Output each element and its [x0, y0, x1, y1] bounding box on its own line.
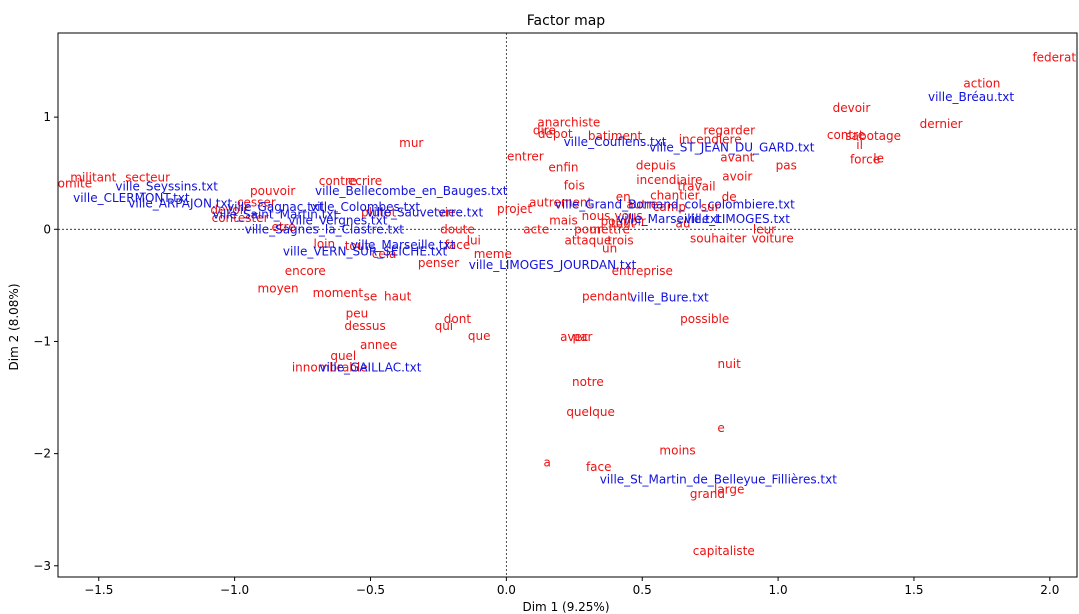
word-label: a — [543, 456, 550, 470]
plot-area: federationactiondevoirderniersabotagecon… — [51, 33, 1079, 577]
x-tick-label: 0.0 — [497, 583, 516, 597]
word-label: souhaiter — [690, 231, 747, 245]
plot-frame — [58, 33, 1077, 577]
word-label: que — [468, 329, 491, 343]
word-label: annee — [360, 338, 397, 352]
document-label: ville_GAILLAC.txt — [320, 360, 422, 374]
word-label: militant — [70, 171, 116, 185]
word-label: mur — [399, 136, 423, 150]
word-label: quelque — [566, 405, 615, 419]
word-label: projet — [497, 202, 532, 216]
y-axis-label: Dim 2 (8.08%) — [7, 283, 21, 370]
x-tick-label: −1.5 — [84, 583, 113, 597]
document-label: ville_LIMOGES_JOURDAN.txt — [469, 258, 637, 272]
y-tick-label: −1 — [33, 334, 51, 348]
word-label: avoir — [722, 170, 752, 184]
y-tick-label: 1 — [43, 110, 51, 124]
x-axis-label: Dim 1 (9.25%) — [522, 600, 609, 614]
word-label: fois — [564, 179, 585, 193]
word-label: par — [572, 330, 592, 344]
document-label: ville_Bellecombe_en_Bauges.txt — [315, 184, 508, 198]
document-label: ville_VERN_SUR_SEICHE.txt — [283, 245, 448, 259]
document-label: ville_Seyssins.txt — [115, 180, 218, 194]
word-label: qui — [435, 319, 454, 333]
word-label: moins — [659, 443, 695, 457]
word-label: pouvoir — [250, 184, 295, 198]
document-label: ville_LIMOGES.txt — [685, 212, 791, 226]
word-label: un — [602, 241, 617, 255]
word-label: e — [717, 421, 724, 435]
word-label: il — [856, 138, 863, 152]
chart-title: Factor map — [527, 13, 606, 29]
word-label: notre — [572, 375, 604, 389]
x-tick-label: 1.0 — [769, 583, 788, 597]
word-label: action — [963, 76, 1000, 90]
word-label: moment — [313, 286, 364, 300]
word-label: acte — [523, 222, 549, 236]
word-label: haut — [384, 290, 412, 304]
word-label: moyen — [258, 282, 299, 296]
word-label: dessus — [344, 319, 385, 333]
word-label: se — [364, 290, 378, 304]
document-label: ville_Grand_Bornand_col_colombiere.txt — [555, 198, 795, 212]
x-tick-label: 1.5 — [904, 583, 923, 597]
document-label: ville_St_Martin_de_Belleyue_Fillières.tx… — [600, 472, 838, 486]
word-label: depuis — [636, 158, 676, 172]
x-tick-label: 0.5 — [633, 583, 652, 597]
word-label: nuit — [718, 357, 742, 371]
document-series: ville_Bréau.txtville_Couflens.txtville_S… — [73, 90, 1014, 486]
word-label: force — [850, 153, 880, 167]
word-series: federationactiondevoirderniersabotagecon… — [51, 51, 1079, 559]
x-tick-label: −1.0 — [220, 583, 249, 597]
word-label: grand — [690, 487, 725, 501]
document-label: ville_ST_JEAN_DU_GARD.txt — [649, 140, 814, 154]
document-label: ville_Bréau.txt — [928, 90, 1014, 104]
word-label: federation — [1032, 51, 1079, 65]
y-tick-label: 0 — [43, 222, 51, 236]
word-label: encore — [285, 264, 326, 278]
word-label: possible — [680, 312, 729, 326]
word-label: capitaliste — [693, 544, 755, 558]
word-label: voiture — [752, 231, 794, 245]
word-label: dernier — [920, 117, 963, 131]
document-label: ville_Sagnes_la_Clastre.txt — [245, 222, 405, 236]
y-tick-label: −3 — [33, 559, 51, 573]
y-tick-label: −2 — [33, 447, 51, 461]
document-label: ville_Bure.txt — [630, 291, 709, 305]
x-tick-label: −0.5 — [356, 583, 385, 597]
x-tick-label: 2.0 — [1040, 583, 1059, 597]
word-label: entrer — [507, 149, 544, 163]
word-label: devoir — [833, 101, 871, 115]
word-label: pendant — [582, 290, 632, 304]
word-label: pas — [776, 158, 797, 172]
word-label: enfin — [548, 161, 578, 175]
